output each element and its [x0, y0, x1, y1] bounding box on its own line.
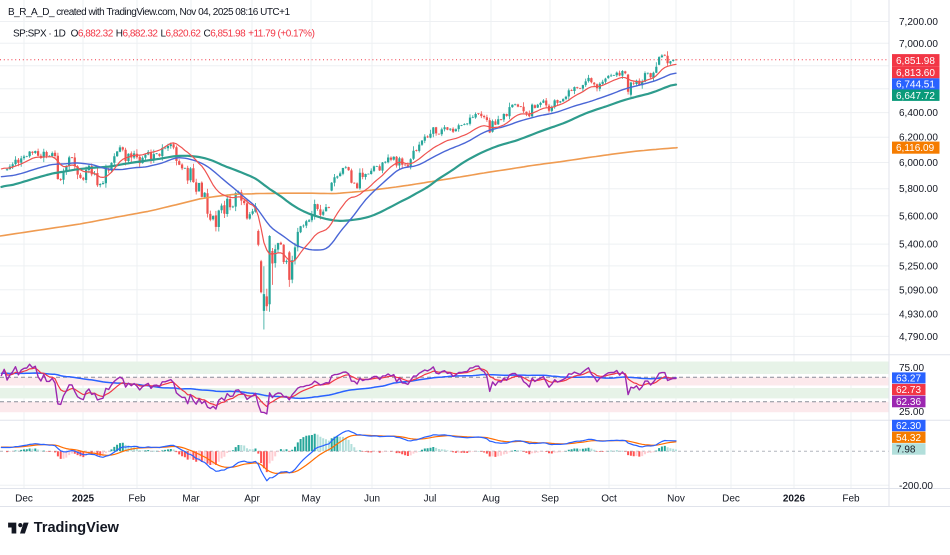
svg-text:6,851.98: 6,851.98: [896, 56, 935, 67]
svg-text:Dec: Dec: [722, 494, 740, 505]
svg-text:5,800.00: 5,800.00: [899, 184, 938, 195]
svg-text:54.32: 54.32: [896, 433, 921, 444]
svg-text:4,790.00: 4,790.00: [899, 332, 938, 343]
svg-text:62.36: 62.36: [896, 397, 921, 408]
svg-text:6,744.51: 6,744.51: [896, 80, 935, 91]
svg-text:Feb: Feb: [128, 494, 146, 505]
svg-text:Nov: Nov: [667, 494, 685, 505]
svg-text:25.00: 25.00: [899, 407, 924, 418]
svg-text:6,116.09: 6,116.09: [896, 143, 935, 154]
svg-text:5,090.00: 5,090.00: [899, 285, 938, 296]
svg-text:62.30: 62.30: [896, 421, 921, 432]
svg-text:B_R_A_D_ created with TradingV: B_R_A_D_ created with TradingView.com, N…: [8, 7, 290, 18]
svg-text:May: May: [302, 494, 321, 505]
svg-text:7,000.00: 7,000.00: [899, 39, 938, 50]
svg-text:5,250.00: 5,250.00: [899, 261, 938, 272]
svg-text:63.27: 63.27: [896, 374, 921, 385]
svg-text:7,200.00: 7,200.00: [899, 17, 938, 28]
svg-text:6,400.00: 6,400.00: [899, 108, 938, 119]
svg-text:Sep: Sep: [541, 494, 559, 505]
svg-text:7.98: 7.98: [896, 445, 916, 456]
svg-text:Mar: Mar: [182, 494, 200, 505]
svg-text:TradingView: TradingView: [34, 520, 120, 536]
svg-text:2025: 2025: [72, 494, 95, 505]
svg-text:2026: 2026: [783, 494, 806, 505]
svg-text:5,400.00: 5,400.00: [899, 240, 938, 251]
svg-text:Apr: Apr: [244, 494, 260, 505]
svg-text:6,647.72: 6,647.72: [896, 91, 935, 102]
svg-text:Dec: Dec: [15, 494, 33, 505]
svg-text:6,000.00: 6,000.00: [899, 158, 938, 169]
svg-text:Jun: Jun: [364, 494, 380, 505]
svg-text:5,600.00: 5,600.00: [899, 211, 938, 222]
svg-text:Oct: Oct: [601, 494, 617, 505]
svg-text:62.73: 62.73: [896, 385, 921, 396]
svg-text:4,930.00: 4,930.00: [899, 310, 938, 321]
svg-text:6,813.60: 6,813.60: [896, 68, 935, 79]
svg-text:6,200.00: 6,200.00: [899, 133, 938, 144]
svg-text:-200.00: -200.00: [899, 481, 933, 492]
svg-text:Feb: Feb: [842, 494, 860, 505]
svg-text:Jul: Jul: [424, 494, 437, 505]
svg-text:75.00: 75.00: [899, 363, 924, 374]
svg-text:Aug: Aug: [482, 494, 500, 505]
